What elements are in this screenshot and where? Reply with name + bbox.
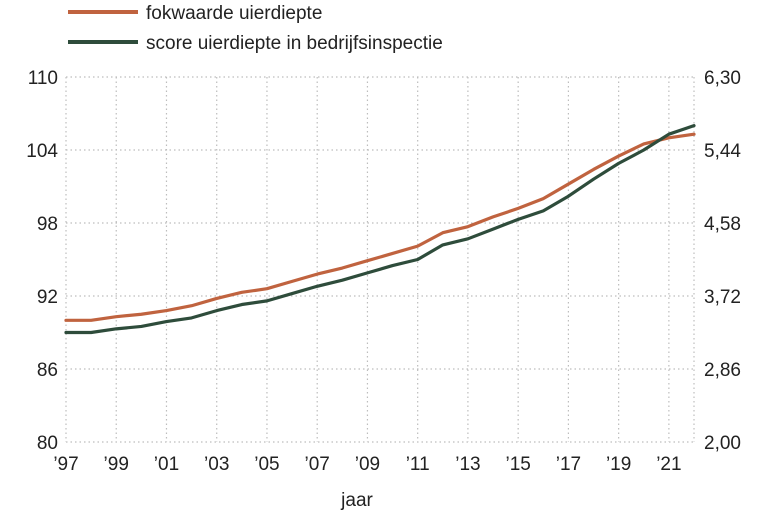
x-tick-label: ’03 (204, 454, 229, 475)
right-tick-label: 6,30 (704, 68, 741, 89)
left-tick-label: 98 (37, 214, 58, 235)
x-tick-label: ’09 (355, 454, 380, 475)
right-axis-ticks: 2,00 2,86 3,72 4,58 5,44 6,30 (704, 68, 741, 454)
x-tick-label: ’15 (505, 454, 530, 475)
x-tick-label: ’19 (606, 454, 631, 475)
right-tick-label: 5,44 (704, 141, 741, 162)
left-tick-label: 80 (37, 433, 58, 454)
left-tick-label: 104 (26, 141, 58, 162)
legend-label-score: score uierdiepte in bedrijfsinspectie (146, 33, 443, 54)
right-tick-label: 2,86 (704, 360, 741, 381)
right-tick-label: 2,00 (704, 433, 741, 454)
right-tick-label: 3,72 (704, 287, 741, 308)
legend-label-fokwaarde: fokwaarde uierdiepte (146, 3, 322, 24)
legend: fokwaarde uierdiepte score uierdiepte in… (68, 3, 443, 54)
x-tick-label: ’01 (154, 454, 179, 475)
series-line-fokwaarde (64, 132, 696, 322)
x-axis-ticks: ’97 ’99 ’01 ’03 ’05 ’07 ’09 ’11 ’13 ’15 ’17 ’19 ’21 (53, 454, 681, 475)
x-tick-label: ’17 (556, 454, 581, 475)
right-tick-label: 4,58 (704, 214, 741, 235)
gridlines (65, 76, 695, 443)
x-tick-label: ’11 (406, 454, 430, 475)
left-tick-label: 86 (37, 360, 58, 381)
x-tick-label: ’21 (656, 454, 681, 475)
left-axis-ticks: 80 86 92 98 104 110 (26, 68, 58, 454)
left-tick-label: 110 (28, 68, 58, 89)
left-tick-label: 92 (37, 287, 58, 308)
series-line-score (64, 124, 696, 335)
series-lines (64, 124, 696, 335)
x-tick-label: ’05 (254, 454, 279, 475)
x-tick-label: ’97 (53, 454, 78, 475)
x-tick-label: ’07 (305, 454, 330, 475)
x-tick-label: ’99 (104, 454, 129, 475)
x-axis-title: jaar (340, 490, 373, 511)
x-tick-label: ’13 (455, 454, 480, 475)
